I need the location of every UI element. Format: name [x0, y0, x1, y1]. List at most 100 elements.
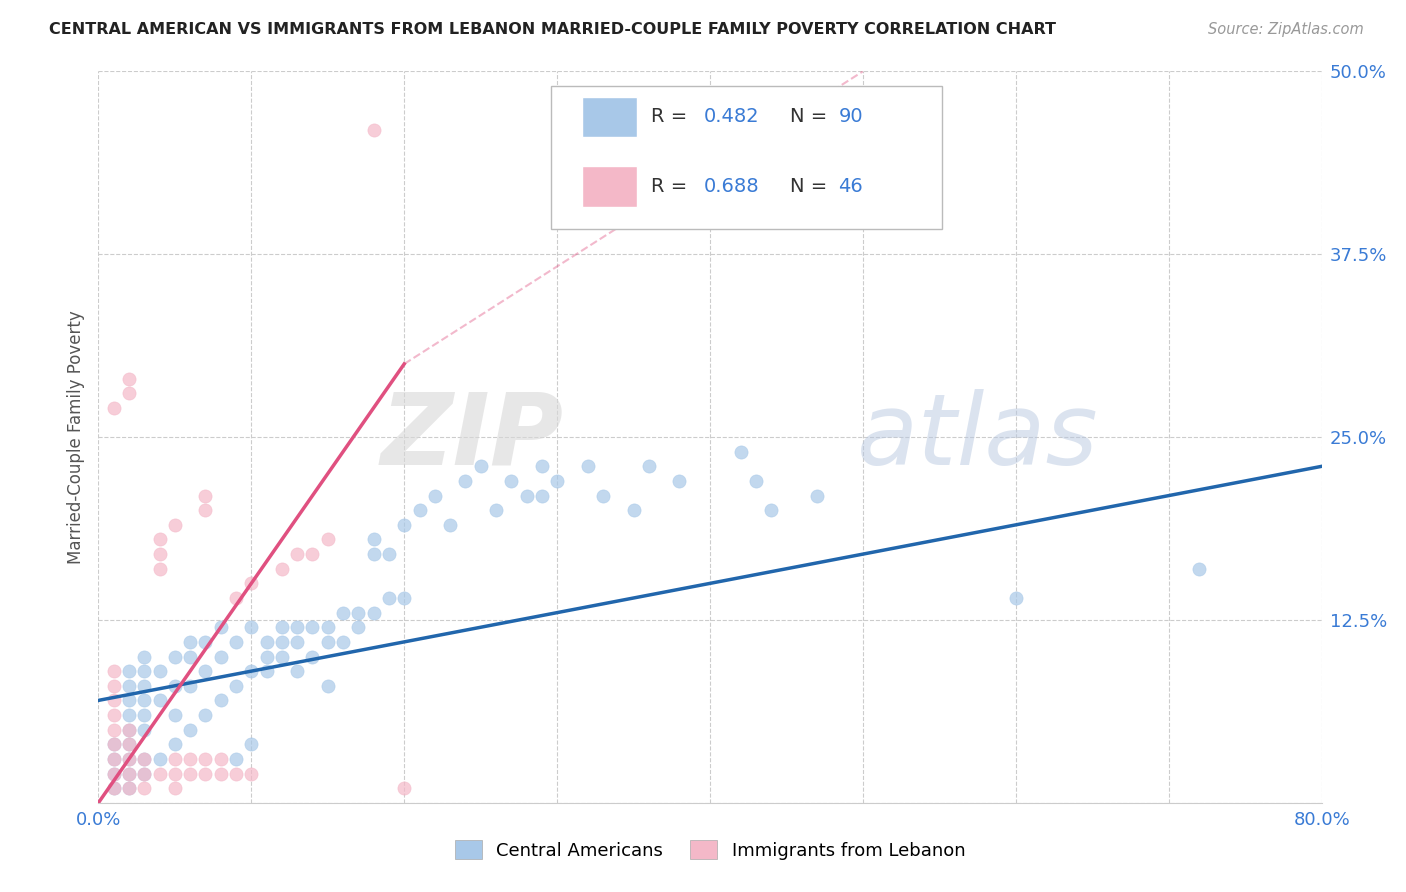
Point	[270, 635, 292, 649]
FancyBboxPatch shape	[582, 167, 637, 207]
Point	[179, 752, 201, 766]
Point	[103, 781, 125, 796]
Point	[118, 752, 141, 766]
Point	[363, 547, 385, 561]
Point	[103, 737, 125, 751]
Point	[118, 723, 141, 737]
Point	[103, 766, 125, 780]
Point	[546, 474, 568, 488]
Point	[134, 664, 156, 678]
Point	[194, 635, 217, 649]
Text: N =: N =	[790, 177, 832, 195]
Point	[423, 489, 446, 503]
Point	[163, 649, 186, 664]
Point	[194, 489, 217, 503]
Point	[285, 635, 308, 649]
Point	[209, 620, 232, 634]
Point	[759, 503, 782, 517]
Point	[179, 766, 201, 780]
Text: N =: N =	[790, 107, 832, 126]
Point	[194, 766, 217, 780]
Point	[392, 591, 416, 605]
Point	[332, 606, 354, 620]
Point	[439, 517, 461, 532]
Point	[118, 766, 141, 780]
Point	[118, 371, 141, 385]
Point	[149, 533, 172, 547]
Point	[316, 679, 339, 693]
Point	[118, 693, 141, 707]
Point	[225, 591, 247, 605]
Point	[118, 752, 141, 766]
Point	[194, 503, 217, 517]
Point	[149, 766, 172, 780]
Text: R =: R =	[651, 177, 693, 195]
Point	[470, 459, 492, 474]
Point	[134, 766, 156, 780]
Point	[225, 766, 247, 780]
Point	[163, 737, 186, 751]
Point	[285, 664, 308, 678]
Point	[256, 664, 278, 678]
Point	[347, 606, 370, 620]
Point	[103, 723, 125, 737]
Point	[163, 781, 186, 796]
Point	[530, 459, 553, 474]
Point	[134, 752, 156, 766]
Point	[118, 679, 141, 693]
Point	[163, 679, 186, 693]
Point	[637, 459, 661, 474]
Point	[332, 635, 354, 649]
Point	[316, 620, 339, 634]
Point	[270, 562, 292, 576]
Point	[149, 664, 172, 678]
Point	[301, 649, 323, 664]
Point	[485, 503, 508, 517]
Point	[209, 649, 232, 664]
Point	[301, 620, 323, 634]
Point	[118, 737, 141, 751]
Point	[668, 474, 690, 488]
FancyBboxPatch shape	[551, 86, 942, 228]
Point	[347, 620, 370, 634]
Point	[118, 664, 141, 678]
Point	[149, 547, 172, 561]
Text: CENTRAL AMERICAN VS IMMIGRANTS FROM LEBANON MARRIED-COUPLE FAMILY POVERTY CORREL: CENTRAL AMERICAN VS IMMIGRANTS FROM LEBA…	[49, 22, 1056, 37]
Point	[179, 679, 201, 693]
Point	[179, 649, 201, 664]
Point	[363, 606, 385, 620]
Text: atlas: atlas	[856, 389, 1098, 485]
Point	[530, 489, 553, 503]
Point	[134, 649, 156, 664]
Legend: Central Americans, Immigrants from Lebanon: Central Americans, Immigrants from Leban…	[447, 833, 973, 867]
Point	[103, 737, 125, 751]
Point	[103, 679, 125, 693]
Point	[134, 781, 156, 796]
Point	[516, 489, 538, 503]
Point	[134, 752, 156, 766]
Point	[194, 708, 217, 723]
Point	[103, 708, 125, 723]
Point	[149, 562, 172, 576]
Text: ZIP: ZIP	[380, 389, 564, 485]
Point	[118, 723, 141, 737]
Point	[363, 123, 385, 137]
Point	[316, 635, 339, 649]
Text: 0.482: 0.482	[704, 107, 759, 126]
Point	[179, 635, 201, 649]
Point	[103, 664, 125, 678]
Point	[1188, 562, 1211, 576]
Point	[285, 547, 308, 561]
Point	[270, 620, 292, 634]
Point	[240, 576, 263, 591]
Point	[103, 401, 125, 415]
Point	[240, 620, 263, 634]
Point	[225, 679, 247, 693]
Point	[194, 664, 217, 678]
Point	[501, 474, 523, 488]
Point	[118, 737, 141, 751]
FancyBboxPatch shape	[582, 97, 637, 137]
Point	[256, 649, 278, 664]
Point	[454, 474, 477, 488]
Point	[163, 766, 186, 780]
